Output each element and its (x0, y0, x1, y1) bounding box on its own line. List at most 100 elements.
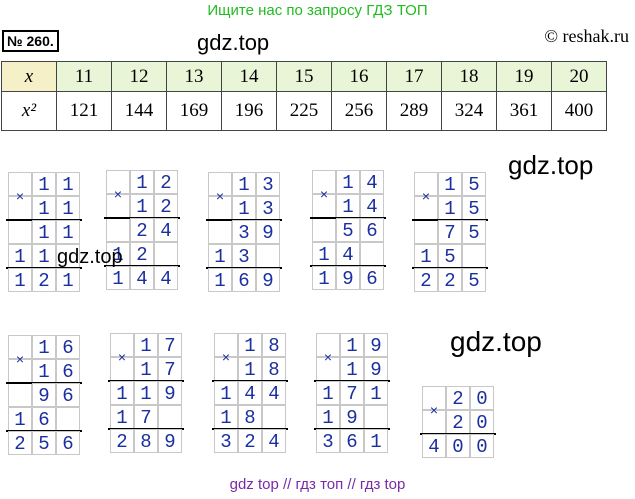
grid-cell (414, 220, 438, 244)
x-cell: 15 (276, 61, 332, 92)
x-header: x (1, 61, 57, 92)
shifted-partial-digit: 4 (336, 242, 360, 266)
result-digit: 9 (336, 266, 360, 290)
grid-cell (422, 386, 446, 410)
search-banner[interactable]: Ищите нас по запросу ГДЗ ТОП (207, 2, 428, 19)
partial-product-digit: 1 (134, 381, 158, 405)
grid-cell (8, 172, 32, 196)
result-digit: 6 (56, 431, 80, 455)
times-sign: × (113, 186, 123, 202)
x2-cell: 256 (331, 91, 387, 131)
grid-cell (106, 218, 130, 242)
grid-cell (8, 383, 32, 407)
multiplicand-digit: 1 (32, 335, 56, 359)
x2-cell: 289 (386, 91, 442, 131)
x-cell: 20 (551, 61, 607, 92)
multiplicand-digit: 8 (262, 333, 286, 357)
result-digit: 4 (262, 429, 286, 453)
x2-cell: 361 (496, 91, 552, 131)
result-digit: 4 (154, 266, 178, 290)
times-sign: × (323, 349, 333, 365)
result-digit: 1 (364, 429, 388, 453)
grid-cell (312, 170, 336, 194)
times-sign: × (15, 188, 25, 204)
grid-cell (158, 405, 182, 429)
grid-cell (256, 244, 280, 268)
multiplicand-digit: 1 (336, 170, 360, 194)
partial-product-digit: 1 (110, 381, 134, 405)
shifted-partial-digit: 6 (32, 407, 56, 431)
partial-product-digit: 1 (364, 381, 388, 405)
x-cell: 13 (166, 61, 222, 92)
grid-cell (312, 218, 336, 242)
watermark: gdz.top (508, 150, 594, 180)
multiplicand-digit: 9 (364, 333, 388, 357)
multiplicand-digit: 1 (130, 170, 154, 194)
grid-cell (106, 170, 130, 194)
partial-product-digit: 1 (214, 381, 238, 405)
multiplier-digit: 1 (32, 196, 56, 220)
partial-product-digit: 1 (32, 220, 56, 244)
multiplicand-digit: 1 (56, 172, 80, 196)
x-cell: 18 (441, 61, 497, 92)
partial-product-digit: 1 (316, 381, 340, 405)
watermark: gdz.top (450, 326, 542, 357)
result-digit: 8 (134, 429, 158, 453)
x-cell: 11 (56, 61, 112, 92)
multiplicand-digit: 2 (446, 386, 470, 410)
partial-product-digit: 9 (158, 381, 182, 405)
result-digit: 1 (56, 268, 80, 292)
grid-cell (214, 333, 238, 357)
shifted-partial-digit: 2 (130, 242, 154, 266)
shifted-partial-digit: 9 (340, 405, 364, 429)
multiplicand-digit: 1 (438, 172, 462, 196)
grid-cell (208, 172, 232, 196)
footer-links[interactable]: gdz top // гдз топ // гдз top (229, 476, 406, 493)
result-digit: 6 (232, 268, 256, 292)
result-digit: 4 (422, 434, 446, 458)
times-sign: × (221, 349, 231, 365)
result-digit: 2 (414, 268, 438, 292)
shifted-partial-digit: 1 (312, 242, 336, 266)
times-sign: × (421, 188, 431, 204)
multiplier-digit: 1 (232, 196, 256, 220)
result-digit: 2 (32, 268, 56, 292)
multiplier-digit: 1 (340, 357, 364, 381)
partial-product-digit: 7 (340, 381, 364, 405)
multiplier-digit: 1 (32, 359, 56, 383)
multiplier-digit: 3 (256, 196, 280, 220)
multiplicand-digit: 3 (256, 172, 280, 196)
grid-cell (8, 335, 32, 359)
shifted-partial-digit: 1 (8, 407, 32, 431)
grid-cell (56, 407, 80, 431)
x2-cell: 324 (441, 91, 497, 131)
result-digit: 2 (8, 431, 32, 455)
times-sign: × (319, 186, 329, 202)
x2-cell: 225 (276, 91, 332, 131)
shifted-partial-digit: 1 (316, 405, 340, 429)
times-sign: × (215, 188, 225, 204)
result-digit: 0 (470, 434, 494, 458)
table-row: x 11 12 13 14 15 16 17 18 19 20 (1, 61, 607, 92)
result-digit: 1 (208, 268, 232, 292)
x2-cell: 169 (166, 91, 222, 131)
grid-cell (208, 220, 232, 244)
shifted-partial-digit: 8 (238, 405, 262, 429)
grid-cell (364, 405, 388, 429)
shifted-partial-digit: 1 (8, 244, 32, 268)
shifted-partial-digit: 1 (214, 405, 238, 429)
times-sign: × (15, 351, 25, 367)
shifted-partial-digit: 1 (414, 244, 438, 268)
partial-product-digit: 9 (32, 383, 56, 407)
shifted-partial-digit: 1 (110, 405, 134, 429)
multiplicand-digit: 1 (232, 172, 256, 196)
grid-cell (8, 220, 32, 244)
shifted-partial-digit: 3 (232, 244, 256, 268)
partial-product-digit: 3 (232, 220, 256, 244)
x-cell: 12 (111, 61, 167, 92)
shifted-partial-digit: 1 (208, 244, 232, 268)
x2-cell: 196 (221, 91, 277, 131)
x2-cell: 121 (56, 91, 112, 131)
partial-product-digit: 4 (154, 218, 178, 242)
x-cell: 14 (221, 61, 277, 92)
